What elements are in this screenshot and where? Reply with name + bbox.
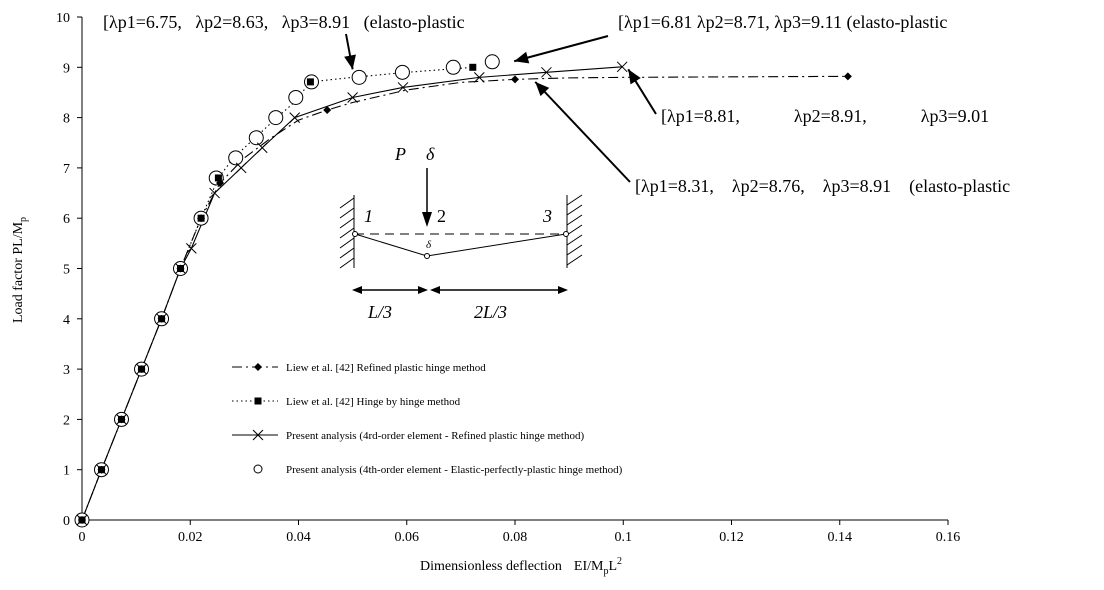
- hinge-by-hinge-series-point: [197, 214, 205, 222]
- load-arrowhead: [422, 212, 432, 227]
- x-tick-label: 0.12: [719, 530, 744, 545]
- hinge-by-hinge-series-point: [469, 63, 477, 71]
- present-refined-series-point: [116, 414, 127, 425]
- y-tick-label: 1: [63, 464, 70, 479]
- legend: Liew et al. [42] Refined plastic hinge m…: [232, 362, 623, 476]
- present-refined-series-point: [235, 162, 247, 174]
- dim-left-head-l: [352, 286, 362, 294]
- legend-marker: [254, 363, 262, 371]
- present-refined-series-point: [541, 66, 552, 78]
- y-tick-label: 8: [63, 112, 70, 127]
- refined-plastic-hinge-series-point: [511, 75, 519, 84]
- y-tick-label: 10: [56, 11, 70, 26]
- present-refined-series-point: [96, 464, 107, 476]
- present-refined-series-point: [347, 92, 358, 103]
- right-support-hatch: [566, 194, 583, 266]
- span-left-label: L/3: [367, 302, 392, 322]
- node-2-label: 2: [437, 206, 446, 226]
- present-refined-series-point: [616, 61, 628, 73]
- annotation-2-arrow-head: [514, 51, 530, 64]
- annotation-2: [λp1=6.81 λp2=8.71, λp3=9.11 (elasto-pla…: [618, 12, 947, 33]
- annotation-3-arrow-head: [628, 69, 641, 85]
- legend-marker: [254, 397, 262, 405]
- legend-marker: [253, 464, 263, 474]
- x-tick-label: 0.08: [503, 530, 528, 545]
- present-elastic-plastic-series-point: [268, 110, 284, 126]
- node-1-label: 1: [364, 206, 373, 226]
- deformed-beam: [354, 233, 567, 257]
- present-refined-series-point: [209, 187, 220, 199]
- x-tick-label: 0.1: [615, 530, 633, 545]
- present-refined-series-point: [175, 263, 186, 274]
- dim-left-head-r: [418, 286, 428, 294]
- deflection-small-label: δ: [426, 239, 432, 251]
- y-tick-label: 3: [63, 363, 70, 378]
- annotation-1: [λp1=6.75, λp2=8.63, λp3=8.91 (elasto-pl…: [103, 12, 465, 33]
- span-right-label: 2L/3: [474, 302, 507, 322]
- present-refined-series-point: [289, 112, 301, 123]
- delta-label: δ: [426, 144, 435, 164]
- y-tick-label: 6: [63, 212, 70, 227]
- legend-label: Liew et al. [42] Hinge by hinge method: [286, 396, 461, 408]
- legend-label: Present analysis (4th-order element - El…: [286, 464, 623, 476]
- dim-right-head-r: [558, 286, 568, 294]
- present-refined-series-line: [81, 66, 623, 521]
- present-refined-series-point: [473, 72, 485, 83]
- node-1: [352, 231, 358, 237]
- left-support-hatch: [339, 197, 355, 269]
- refined-plastic-hinge-series-point: [843, 72, 852, 81]
- present-elastic-plastic-series-point: [445, 59, 461, 75]
- node-2: [424, 253, 430, 259]
- y-tick-label: 9: [63, 61, 70, 76]
- hinge-by-hinge-series-line: [81, 66, 473, 521]
- x-tick-label: 0: [79, 530, 86, 545]
- hinge-by-hinge-series-point: [306, 78, 314, 86]
- present-elastic-plastic-series-point: [484, 54, 500, 70]
- x-tick-label: 0.02: [178, 530, 203, 545]
- load-label: P: [394, 144, 406, 164]
- y-tick-label: 5: [63, 263, 70, 278]
- y-tick-label: 2: [63, 413, 70, 428]
- node-3-label: 3: [542, 206, 552, 226]
- hinge-by-hinge-series-point: [214, 174, 222, 182]
- annotation-2-arrow: [513, 35, 609, 63]
- x-tick-label: 0.06: [395, 530, 420, 545]
- y-axis-label: Load factor PL/Mp: [11, 217, 29, 323]
- present-elastic-plastic-series-point: [394, 64, 410, 80]
- y-tick-label: 4: [63, 313, 70, 328]
- node-3: [563, 231, 569, 237]
- annotation-3: [λp1=8.81, λp2=8.91, λp3=9.01: [661, 106, 989, 126]
- x-tick-label: 0.04: [286, 530, 311, 545]
- legend-marker: [252, 429, 264, 441]
- x-tick-label: 0.14: [828, 530, 853, 545]
- annotation-4: [λp1=8.31, λp2=8.76, λp3=8.91 (elasto-pl…: [635, 176, 1010, 197]
- present-elastic-plastic-series-point: [288, 89, 304, 105]
- x-axis-label: Dimensionless deflection EI/MpL2: [420, 556, 622, 577]
- beam-diagram: P δ 1 2 3 δ L/3: [339, 144, 583, 322]
- present-elastic-plastic-series-point: [351, 69, 367, 85]
- present-elastic-plastic-series-point: [248, 130, 264, 146]
- present-refined-series-point: [256, 142, 268, 154]
- dim-right-head-l: [430, 286, 440, 294]
- legend-label: Present analysis (4rd-order element - Re…: [286, 430, 584, 442]
- present-refined-series-point: [136, 363, 147, 375]
- y-tick-label: 7: [63, 162, 70, 177]
- refined-plastic-hinge-series-point: [323, 106, 332, 115]
- x-tick-label: 0.16: [936, 530, 961, 545]
- annotation-1-arrow-head: [344, 54, 356, 70]
- annotation-4-arrow-head: [535, 81, 550, 97]
- refined-plastic-hinge-series-line: [81, 75, 848, 521]
- legend-label: Liew et al. [42] Refined plastic hinge m…: [286, 362, 486, 374]
- annotation-4-arrow: [534, 81, 631, 183]
- present-elastic-plastic-series-point: [228, 150, 244, 166]
- present-refined-series-point: [76, 514, 88, 526]
- y-tick-label: 0: [63, 514, 70, 529]
- present-refined-series-point: [397, 82, 409, 93]
- present-refined-series-point: [156, 313, 167, 325]
- present-refined-series-point: [185, 243, 197, 254]
